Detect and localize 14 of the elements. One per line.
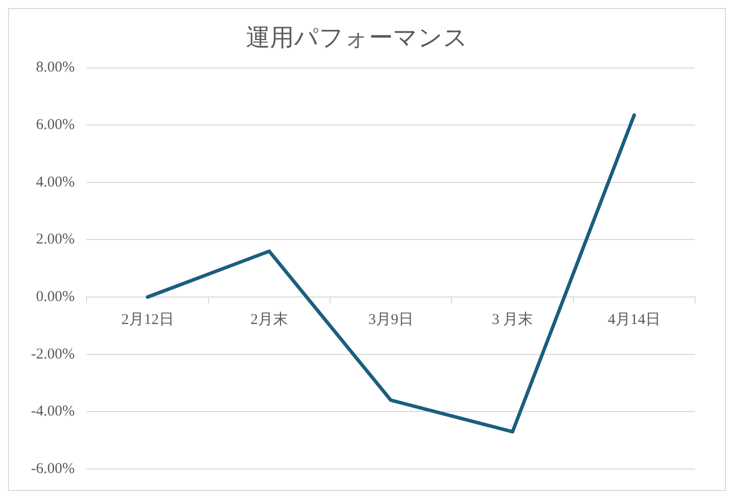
x-tick-label: 2月12日 — [121, 312, 174, 328]
y-tick-label: 6.00% — [36, 117, 75, 134]
y-tick-label: 4.00% — [36, 174, 75, 190]
y-tick-label: 0.00% — [36, 288, 75, 305]
y-tick-label: -2.00% — [30, 346, 75, 362]
x-tick-label: 3 月末 — [492, 310, 534, 328]
x-tick-label: 2月末 — [250, 310, 288, 328]
chart-title: 運用パフォーマンス — [246, 26, 468, 52]
y-tick-label: -4.00% — [30, 404, 75, 420]
y-tick-label: 8.00% — [36, 60, 75, 76]
x-tick-label: 4月14日 — [608, 312, 660, 328]
y-tick-label: 2.00% — [36, 232, 75, 248]
y-tick-label: -6.00% — [30, 460, 75, 477]
x-tick-label: 3月9日 — [368, 312, 414, 328]
